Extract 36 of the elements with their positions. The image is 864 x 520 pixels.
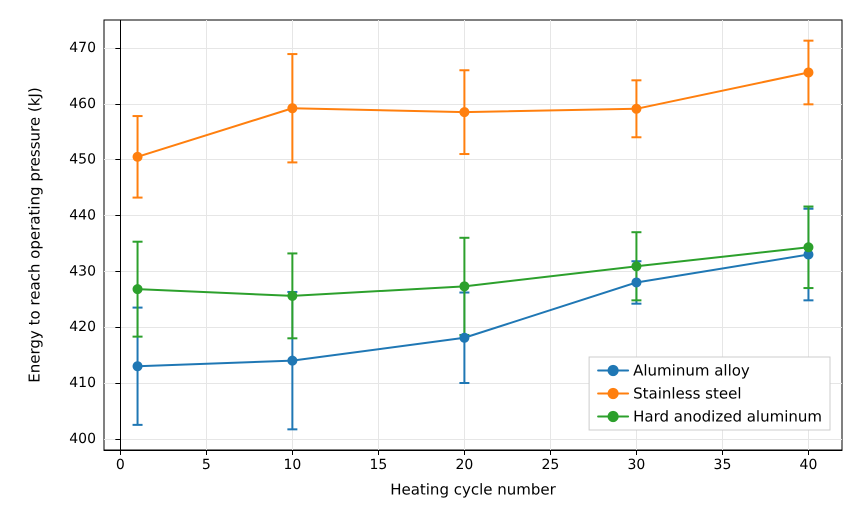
y-axis-title: Energy to reach operating pressure (kJ) — [26, 87, 44, 383]
y-tick-label: 450 — [69, 152, 96, 168]
point — [631, 104, 642, 114]
x-tick-label: 30 — [628, 457, 646, 473]
point — [459, 107, 470, 118]
legend-label: Aluminum alloy — [633, 362, 750, 380]
x-tick-label: 10 — [283, 457, 302, 473]
x-tick-label: 15 — [369, 457, 388, 473]
x-tick-label: 0 — [116, 457, 125, 473]
y-tick-label: 420 — [69, 319, 96, 336]
point — [132, 361, 143, 372]
point — [459, 332, 470, 343]
point — [803, 242, 814, 252]
point — [287, 356, 298, 366]
point — [132, 284, 143, 294]
y-tick-label: 400 — [69, 430, 96, 447]
y-tick-label: 460 — [69, 96, 96, 112]
x-axis-title: Heating cycle number — [390, 480, 557, 498]
point — [803, 67, 814, 78]
point — [459, 281, 470, 292]
point — [287, 103, 298, 114]
y-tick-label: 410 — [69, 374, 96, 391]
x-tick-label: 5 — [202, 457, 211, 473]
y-tick-label: 430 — [69, 263, 96, 280]
legend-label: Hard anodized aluminum — [633, 408, 822, 426]
point — [631, 277, 642, 288]
x-tick-label: 20 — [455, 457, 474, 473]
legend-label: Stainless steel — [633, 384, 742, 402]
y-tick-label: 440 — [69, 207, 96, 224]
y-tick-label: 470 — [69, 40, 96, 56]
point — [132, 152, 143, 162]
x-tick-label: 40 — [800, 457, 818, 473]
x-tick-label: 35 — [714, 457, 732, 473]
point — [287, 290, 298, 301]
point — [631, 261, 642, 272]
x-tick-label: 25 — [542, 457, 560, 473]
